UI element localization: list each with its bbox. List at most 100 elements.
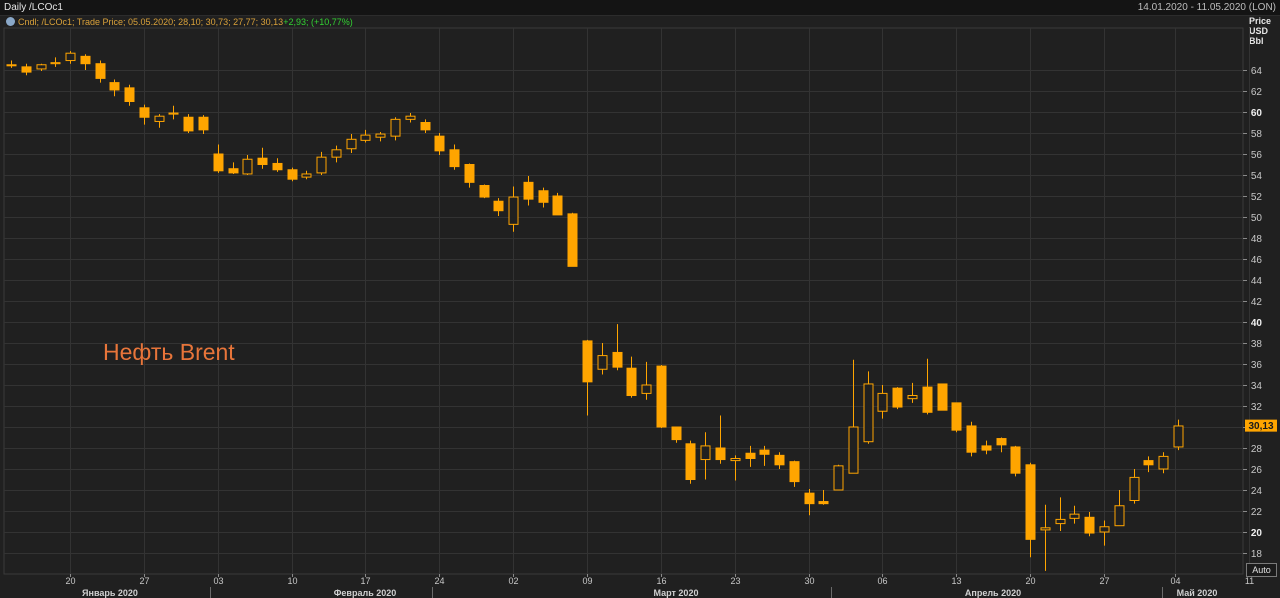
candle-body	[523, 181, 534, 200]
title-bar: Daily /LCOc1 14.01.2020 - 11.05.2020 (LO…	[0, 0, 1280, 16]
x-day-label: 02	[508, 576, 518, 586]
candle-body	[464, 164, 475, 183]
candle-body	[1010, 446, 1021, 474]
candle-body	[257, 157, 268, 165]
x-day-label: 06	[877, 576, 887, 586]
candle-body	[80, 55, 91, 65]
candle-body	[508, 196, 519, 225]
y-tick-label: 36	[1251, 360, 1263, 371]
candle-body	[996, 438, 1007, 446]
candle-body	[774, 454, 785, 466]
candle-body	[1129, 476, 1140, 501]
candle-body	[745, 452, 756, 459]
candle-body	[1173, 425, 1184, 448]
price-axis-unit: Price USD Bbl	[1249, 16, 1279, 46]
last-price-marker	[1245, 419, 1277, 432]
candle-body	[582, 340, 593, 383]
candle-body	[715, 447, 726, 461]
y-tick-label: 56	[1251, 150, 1263, 161]
candle-body	[1084, 516, 1095, 534]
candle-body	[287, 169, 298, 180]
y-tick-label: 38	[1251, 339, 1263, 350]
y-tick-label: 32	[1251, 402, 1263, 413]
candle-body	[848, 426, 859, 474]
x-month-label: Май 2020	[1177, 588, 1218, 598]
candle-body	[479, 185, 490, 198]
date-range: 14.01.2020 - 11.05.2020 (LON)	[1137, 2, 1276, 13]
legend-change: +2,93; (+10,77%)	[283, 17, 353, 27]
candle-body	[922, 386, 933, 413]
candle-body	[937, 383, 948, 411]
price-unit-line: Price	[1249, 16, 1272, 26]
x-day-label: 03	[213, 576, 223, 586]
candle-body	[597, 355, 608, 370]
y-tick-label: 24	[1251, 486, 1263, 497]
candle-body	[671, 426, 682, 441]
candle-body	[346, 138, 357, 150]
x-day-label: 16	[656, 576, 666, 586]
x-day-label: 20	[1025, 576, 1035, 586]
x-day-label: 04	[1170, 576, 1180, 586]
x-day-label: 10	[287, 576, 297, 586]
candle-body	[877, 392, 888, 412]
candle-body	[538, 190, 549, 203]
price-axis: 1820222426283032343638404244464850525456…	[1243, 66, 1277, 560]
candle-body	[552, 195, 563, 216]
candle-body	[390, 118, 401, 137]
auto-scale-button[interactable]: Auto	[1246, 563, 1277, 577]
candle-body	[493, 200, 504, 212]
y-tick-label: 42	[1251, 297, 1263, 308]
candle-body	[301, 173, 312, 178]
candle-body	[789, 461, 800, 483]
y-tick-label: 58	[1251, 129, 1263, 140]
candle-body	[833, 465, 844, 491]
y-tick-label: 22	[1251, 507, 1263, 518]
y-tick-label: 28	[1251, 444, 1263, 455]
candle-body	[198, 116, 209, 131]
y-tick-label: 44	[1251, 276, 1263, 287]
x-month-label: Январь 2020	[82, 588, 138, 598]
candle-body	[434, 135, 445, 152]
candle-body	[1114, 505, 1125, 527]
candle-body	[6, 64, 17, 67]
candle-body	[863, 383, 874, 443]
x-month-label: Март 2020	[654, 588, 699, 598]
x-day-label: 24	[434, 576, 444, 586]
candle-body	[168, 112, 179, 115]
x-day-label: 27	[1099, 576, 1109, 586]
candle-body	[626, 367, 637, 397]
gear-icon[interactable]	[6, 17, 15, 26]
y-tick-label: 64	[1251, 66, 1263, 77]
y-tick-label: 50	[1251, 213, 1263, 224]
legend-text: Cndl; /LCOc1; Trade Price; 05.05.2020; 2…	[18, 17, 284, 27]
candle-body	[1158, 455, 1169, 470]
x-day-label: 23	[730, 576, 740, 586]
x-day-label: 30	[804, 576, 814, 586]
grid-lines	[3, 27, 1250, 575]
y-tick-label: 34	[1251, 381, 1263, 392]
candle-body	[109, 82, 120, 91]
candle-body	[95, 63, 106, 79]
y-tick-label: 26	[1251, 465, 1263, 476]
candle-body	[1143, 460, 1154, 466]
candle-body	[759, 449, 770, 455]
candle-body	[951, 402, 962, 431]
candle-body	[892, 387, 903, 408]
candle-body	[331, 149, 342, 158]
candle-body	[1099, 526, 1110, 533]
candle-body	[612, 351, 623, 368]
y-tick-label: 52	[1251, 192, 1263, 203]
y-tick-label: 54	[1251, 171, 1263, 182]
candle-body	[420, 122, 431, 131]
candle-body	[1040, 527, 1051, 531]
x-day-label: 13	[951, 576, 961, 586]
price-unit-line: Bbl	[1249, 36, 1264, 46]
candle-body	[375, 133, 386, 138]
y-tick-label: 18	[1251, 549, 1263, 560]
candle-body	[154, 115, 165, 122]
candle-body	[567, 213, 578, 267]
candle-body	[966, 425, 977, 453]
y-tick-label: 40	[1251, 318, 1263, 329]
candle-body	[21, 66, 32, 73]
